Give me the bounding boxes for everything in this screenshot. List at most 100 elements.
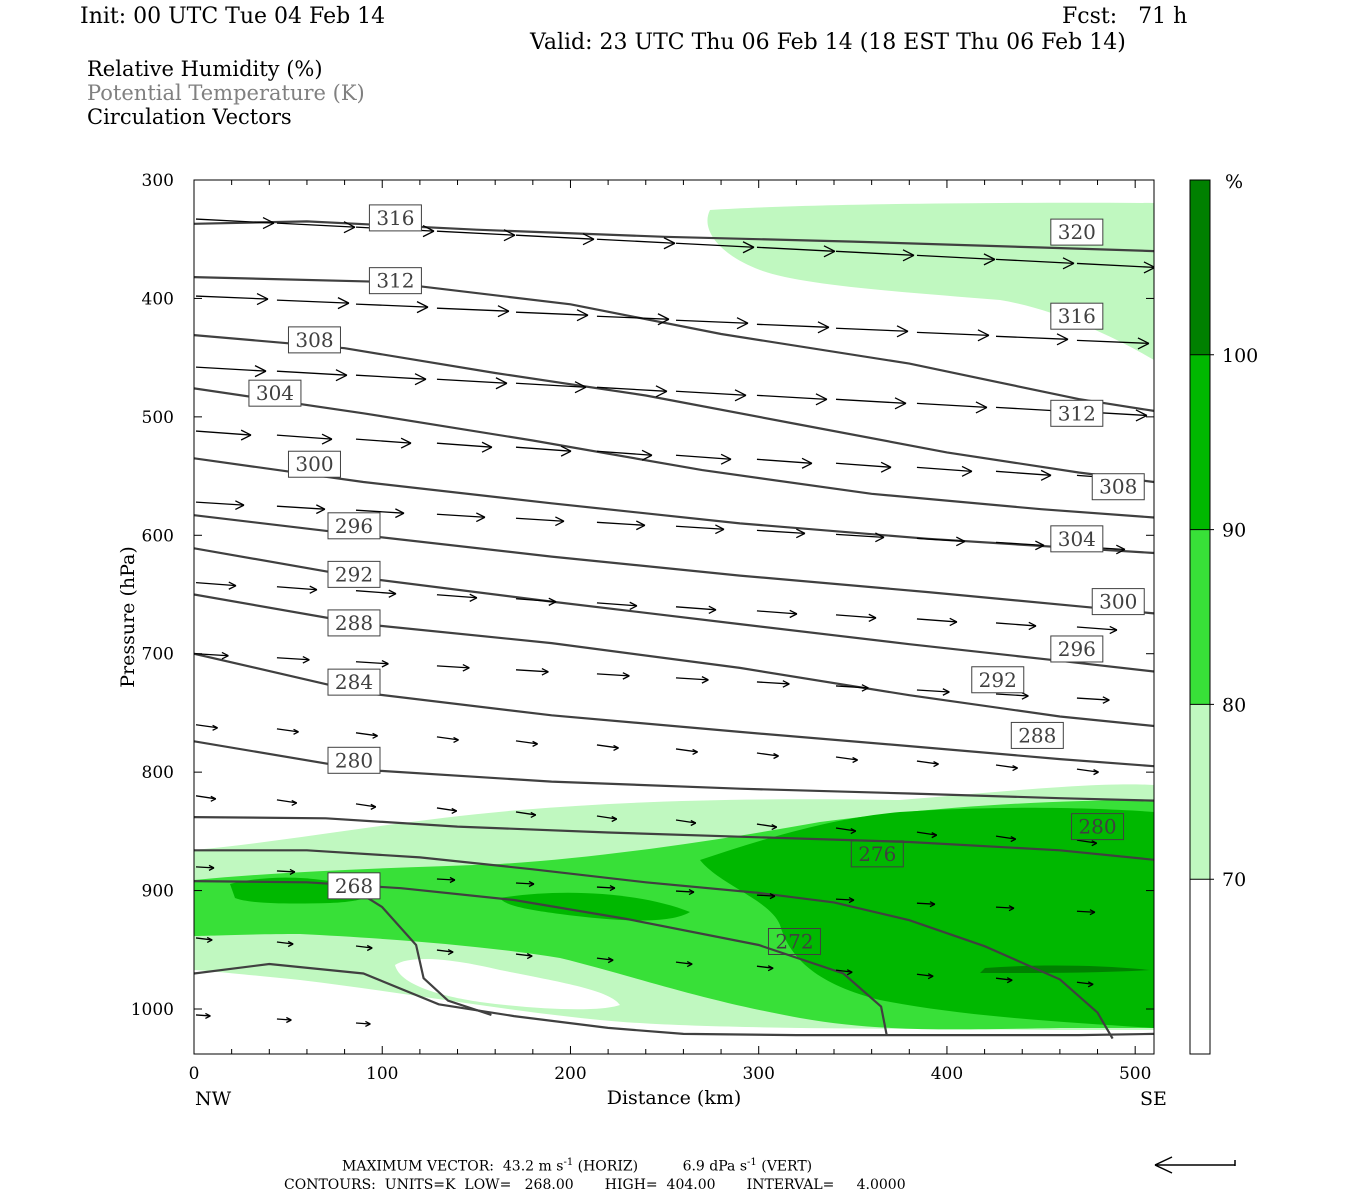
init-time: Init: 00 UTC Tue 04 Feb 14	[80, 4, 386, 29]
circulation-vector	[916, 901, 936, 908]
circulation-vector	[515, 811, 537, 819]
circulation-vector	[835, 613, 877, 623]
circulation-vector	[675, 389, 747, 402]
rh-70-area-upper	[707, 202, 1154, 360]
circulation-vector	[916, 401, 988, 414]
circulation-vector	[596, 237, 676, 250]
circulation-vector	[995, 835, 1017, 843]
contour-label-text: 296	[335, 514, 373, 538]
theta-contour-320	[194, 220, 1154, 253]
circulation-vector	[675, 676, 709, 684]
legend-relative-humidity: Relative Humidity (%)	[87, 57, 323, 81]
circulation-vector	[995, 764, 1018, 772]
circulation-vectors	[195, 216, 1154, 1028]
theta-contour-308	[194, 387, 1154, 519]
contour-label-304: 304	[1050, 525, 1104, 553]
circulation-vector	[756, 528, 806, 539]
plot-frame	[193, 179, 1155, 1055]
circulation-vector	[355, 659, 389, 668]
y-tick-label: 400	[142, 289, 174, 309]
x-tick-label: 100	[366, 1064, 398, 1084]
contour-label-text: 276	[858, 842, 896, 866]
circulation-vector	[916, 617, 958, 627]
contour-label-268: 268	[327, 872, 381, 900]
max-vector-vertical-exponent: -1	[747, 1157, 757, 1168]
circulation-vector	[276, 1016, 292, 1024]
y-tick-label: 600	[142, 526, 174, 546]
circulation-vector	[436, 229, 516, 242]
contour-label-316: 316	[1050, 302, 1104, 330]
contour-label-280: 280	[1071, 813, 1125, 841]
max-vector-vertical-tag: (VERT)	[761, 1158, 813, 1175]
circulation-vector	[276, 868, 296, 876]
max-vector-label: MAXIMUM VECTOR:	[342, 1158, 494, 1175]
contour-label-text: 268	[335, 874, 373, 898]
y-tick-label: 300	[142, 171, 174, 191]
rh-90-area-mid	[500, 892, 690, 921]
contour-label-text: 300	[1099, 590, 1137, 614]
circulation-vector	[835, 827, 857, 835]
circulation-vector	[596, 449, 653, 461]
contour-label-text: 312	[1058, 401, 1096, 425]
axis-ticks: 300 400 500 600 700 800 900 1000 0 100 200 300 400 50…	[131, 171, 1154, 1084]
circulation-vector	[436, 377, 508, 390]
circulation-vector	[276, 585, 318, 594]
circulation-vector	[675, 961, 693, 968]
contour-label-text: 308	[1099, 475, 1137, 499]
max-vector-vertical-value: 6.9 dPa s	[682, 1158, 748, 1175]
circulation-vector	[195, 429, 252, 441]
y-tick-label: 700	[142, 645, 174, 665]
contour-label-312: 312	[368, 267, 422, 295]
circulation-vector	[355, 437, 412, 449]
contour-label-text: 280	[1078, 815, 1116, 839]
circulation-vector	[756, 680, 790, 688]
theta-contour-268	[344, 882, 492, 1016]
circulation-vector	[515, 667, 549, 676]
circulation-vector	[596, 672, 630, 680]
rh-90-area	[700, 807, 1154, 1028]
colorbar-level-label: 100	[1222, 345, 1258, 367]
circulation-vector	[756, 245, 836, 258]
circulation-vector	[515, 309, 589, 322]
contour-label-text: 292	[335, 562, 373, 586]
legend-circulation-vectors: Circulation Vectors	[87, 105, 292, 129]
theta-contour-ground	[194, 962, 1154, 1037]
circulation-vector	[515, 740, 538, 747]
circulation-vector	[596, 884, 616, 892]
circulation-vector	[835, 969, 853, 976]
circulation-vector	[675, 524, 725, 535]
circulation-vector	[436, 736, 459, 743]
circulation-vector	[756, 393, 828, 406]
circulation-vector	[436, 948, 454, 956]
circulation-vector	[916, 465, 973, 477]
contour-label-300: 300	[1091, 588, 1145, 616]
circulation-vector	[436, 593, 478, 602]
circulation-vector	[835, 325, 909, 338]
circulation-vector	[195, 365, 267, 378]
circulation-vector	[195, 292, 269, 306]
contour-label-316: 316	[368, 204, 422, 232]
contour-label-text: 320	[1058, 220, 1096, 244]
circulation-vector	[995, 621, 1037, 631]
circulation-vector	[835, 397, 907, 410]
circulation-vector	[1076, 981, 1094, 988]
y-tick-label: 1000	[131, 1000, 174, 1020]
circulation-vector	[916, 831, 938, 839]
y-axis-label: Pressure (hPa)	[117, 546, 139, 688]
x-tick-label: 300	[742, 1064, 774, 1084]
circulation-vector	[436, 807, 458, 815]
contour-label-text: 316	[376, 206, 414, 230]
circulation-vector	[995, 905, 1015, 912]
circulation-vector	[355, 1020, 371, 1028]
circulation-vector	[916, 688, 950, 696]
contour-label-292: 292	[971, 666, 1025, 694]
circulation-vector	[355, 944, 373, 952]
contour-label-text: 288	[1018, 723, 1056, 747]
theta-contour-312	[194, 334, 1154, 484]
theta-contour-276	[194, 849, 1114, 1040]
max-vector-horizontal-value: 43.2 m s	[502, 1158, 564, 1175]
colorbar-segment	[1190, 879, 1210, 1054]
circulation-vector	[596, 313, 670, 326]
circulation-vector	[995, 692, 1029, 700]
colorbar-level-label: 80	[1222, 694, 1246, 716]
